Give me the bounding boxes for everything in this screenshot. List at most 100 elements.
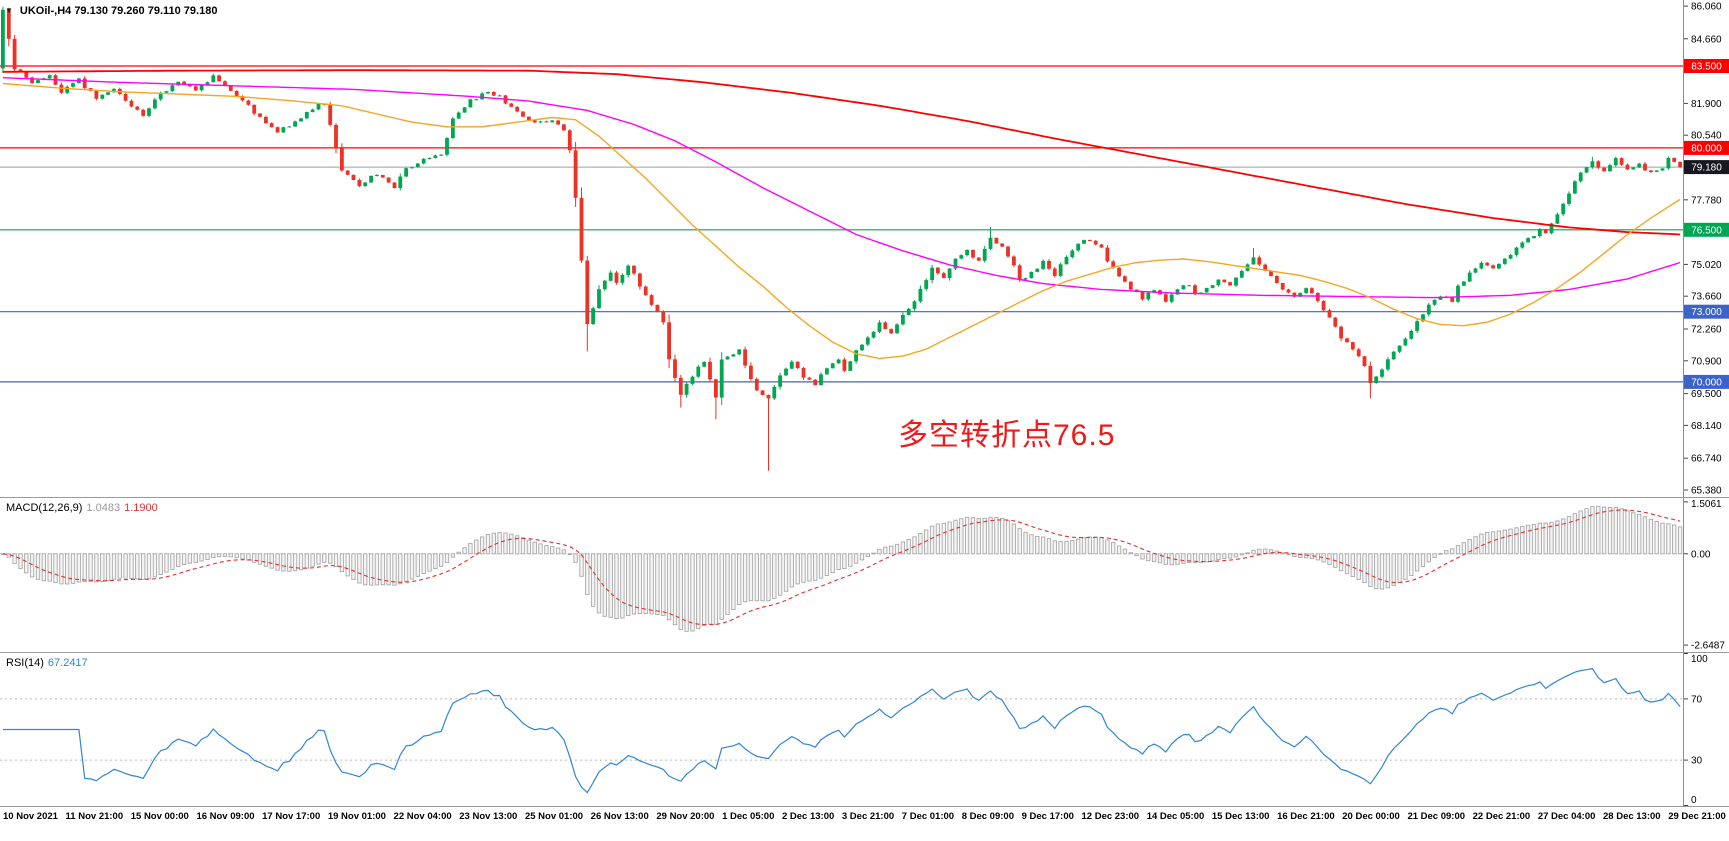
candle-body — [573, 150, 578, 198]
candle-body — [1520, 242, 1525, 248]
candle-body — [1526, 238, 1530, 243]
pane-divider[interactable] — [0, 652, 1729, 653]
candle-body — [1310, 288, 1314, 293]
macd-histogram-bar — [1140, 553, 1145, 560]
macd-histogram-bar — [742, 553, 748, 603]
macd-histogram-bar — [801, 553, 806, 583]
time-label: 21 Dec 09:00 — [1407, 811, 1466, 822]
macd-histogram-bar — [520, 537, 526, 555]
time-axis[interactable]: 10 Nov 2021 11 Nov 21:00 15 Nov 00:00 16 No… — [0, 811, 1729, 822]
candle-body — [1123, 276, 1127, 282]
macd-histogram-bar — [12, 553, 17, 564]
macd-histogram-bar — [1187, 553, 1192, 563]
time-label: 14 Dec 05:00 — [1146, 811, 1205, 822]
rsi-svg[interactable]: 100 70 30 0 — [0, 653, 1729, 806]
macd-histogram-bar — [772, 553, 777, 600]
candle-body — [94, 90, 99, 99]
macd-histogram-bar — [731, 553, 736, 610]
macd-histogram-bar — [1385, 553, 1391, 589]
macd-histogram-bar — [964, 516, 970, 555]
macd-histogram-bar — [1029, 534, 1034, 555]
candle-body — [1578, 172, 1583, 182]
time-label: 29 Nov 20:00 — [656, 811, 715, 822]
candle-body — [544, 121, 549, 123]
macd-histogram — [0, 505, 1683, 632]
macd-histogram-bar — [550, 546, 555, 555]
candle-body — [626, 265, 631, 276]
collapse-arrow-icon[interactable]: ▼ — [5, 6, 13, 15]
macd-histogram-bar — [894, 543, 900, 555]
candle-body — [842, 359, 847, 371]
candle-body — [275, 127, 280, 133]
macd-histogram-bar — [1081, 537, 1087, 555]
macd-histogram-bar — [1216, 553, 1221, 560]
macd-histogram-bar — [345, 553, 350, 577]
candle-body — [456, 112, 461, 119]
macd-histogram-bar — [1105, 539, 1110, 555]
macd-histogram-bar — [883, 546, 888, 555]
candle-body — [655, 304, 660, 312]
axis-background — [1684, 0, 1729, 497]
candle-body — [807, 377, 812, 380]
candle-body — [760, 390, 765, 395]
macd-histogram-bar — [1578, 510, 1583, 555]
macd-histogram-bar — [1122, 548, 1128, 555]
macd-histogram-bar — [585, 553, 590, 595]
candle-body — [427, 158, 432, 159]
macd-histogram-bar — [783, 553, 789, 592]
candle-body — [860, 344, 864, 351]
macd-histogram-bar — [1315, 553, 1320, 561]
rsi-scale-label: 0 — [1691, 795, 1697, 806]
candle-body — [562, 124, 566, 131]
price-level-badge-label: 76.500 — [1691, 225, 1722, 236]
macd-histogram-bar — [1677, 526, 1683, 555]
rsi-pane[interactable]: 100 70 30 0 — [0, 653, 1729, 806]
pane-divider[interactable] — [0, 497, 1729, 498]
annotation-text: 多空转折点76.5 — [898, 419, 1116, 452]
macd-histogram-bar — [1233, 553, 1239, 558]
price-chart-pane[interactable]: 86.060 84.660 81.900 80.540 77.780 75.020 73.6… — [0, 0, 1729, 497]
candle-body — [486, 92, 490, 94]
candle-body — [421, 158, 426, 164]
macd-histogram-bar — [538, 543, 543, 555]
macd-histogram-bar — [690, 553, 695, 632]
macd-histogram-bar — [100, 553, 105, 582]
candle-body — [1251, 257, 1256, 265]
macd-histogram-bar — [1087, 536, 1093, 555]
macd-signal-line — [2, 509, 1681, 626]
candle-body — [947, 268, 952, 278]
candle-body — [24, 71, 29, 78]
candle-body — [924, 280, 929, 289]
candle-body — [1426, 304, 1431, 315]
macd-svg[interactable]: 1.5061 0.00 -2.6487 — [0, 498, 1729, 652]
macd-histogram-bar — [439, 553, 444, 567]
macd-histogram-bar — [252, 553, 257, 563]
candle-body — [1181, 285, 1186, 290]
candle-body — [1497, 263, 1501, 269]
macd-histogram-bar — [1017, 528, 1022, 555]
candle-body — [883, 322, 888, 330]
candle-body — [731, 354, 736, 357]
candle-body — [147, 108, 151, 116]
macd-histogram-bar — [941, 522, 946, 555]
macd-histogram-bar — [1619, 508, 1624, 555]
candle-body — [1163, 294, 1168, 302]
candle-body — [234, 90, 239, 97]
candle-body — [1549, 223, 1554, 234]
time-label: 3 Dec 21:00 — [841, 811, 895, 822]
macd-histogram-bar — [269, 553, 274, 569]
candle-body — [1456, 285, 1460, 302]
price-chart-svg[interactable]: 86.060 84.660 81.900 80.540 77.780 75.020 73.6… — [0, 0, 1729, 497]
macd-histogram-bar — [1157, 553, 1163, 564]
price-tick-label: 75.020 — [1691, 260, 1722, 271]
candle-body — [1076, 243, 1081, 251]
candle-body — [199, 84, 204, 91]
macd-histogram-bar — [795, 553, 800, 585]
candle-body — [1128, 281, 1133, 290]
pane-divider[interactable] — [0, 806, 1729, 807]
macd-histogram-bar — [1525, 524, 1531, 555]
candle-body — [1374, 376, 1379, 383]
macd-pane[interactable]: 1.5061 0.00 -2.6487 — [0, 498, 1729, 652]
candle-body — [363, 182, 368, 187]
macd-histogram-bar — [1227, 553, 1233, 559]
